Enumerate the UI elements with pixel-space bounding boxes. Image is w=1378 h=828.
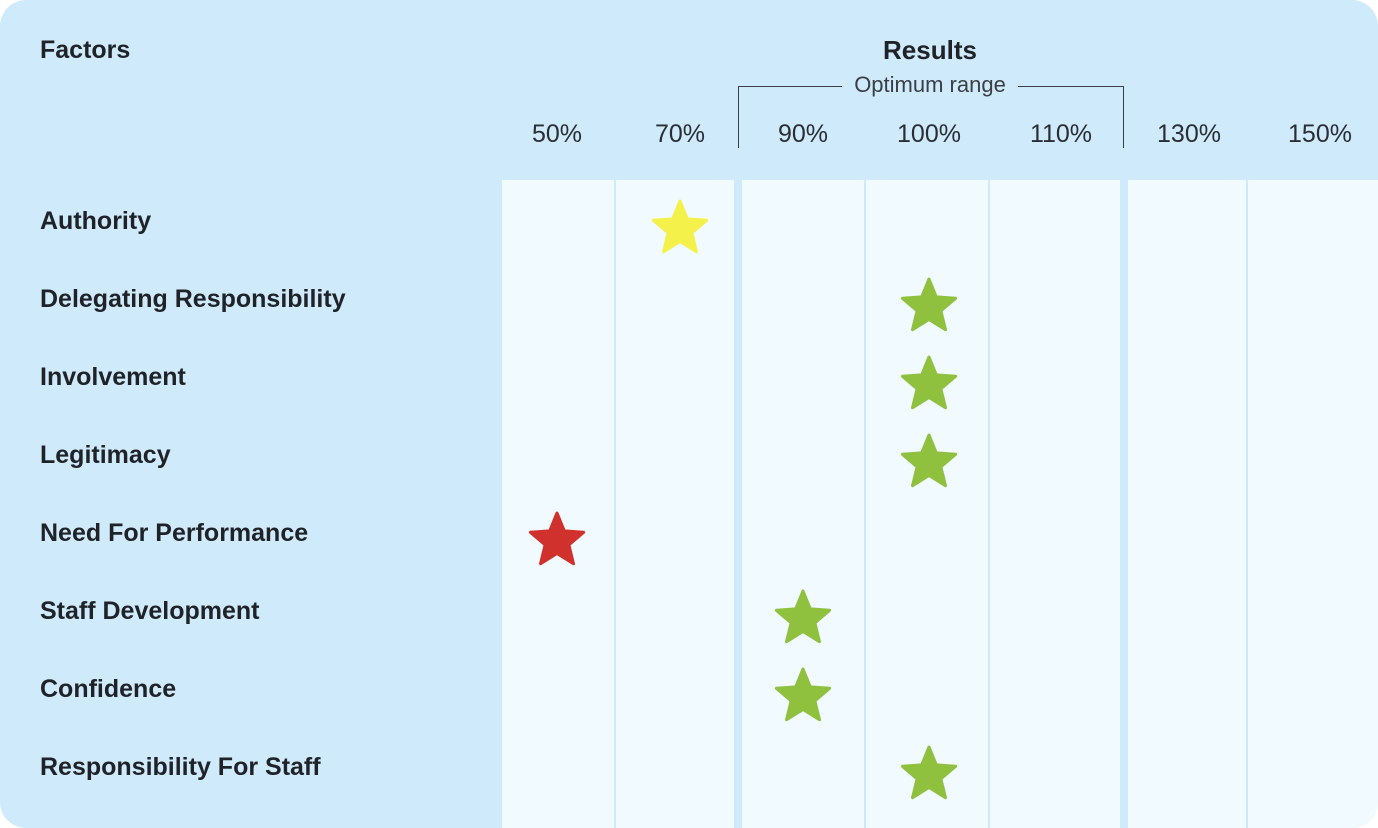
- factor-label-need-for-performance: Need For Performance: [40, 519, 309, 547]
- x-tick-label: 70%: [654, 120, 706, 148]
- factors-header: Factors: [40, 36, 131, 64]
- x-tick-label: 50%: [531, 120, 583, 148]
- x-tick-label: 150%: [1288, 120, 1352, 148]
- star-marker-delegating-responsibility: [900, 277, 958, 332]
- star-marker-authority: [651, 199, 709, 254]
- results-header: Results: [883, 35, 977, 65]
- factor-label-staff-development: Staff Development: [40, 597, 260, 625]
- star-marker-confidence: [774, 667, 832, 722]
- plot-area: [502, 180, 1378, 828]
- x-tick-label: 100%: [897, 120, 961, 148]
- range-boundary-divider: [1120, 180, 1128, 828]
- x-tick-label: 110%: [1029, 120, 1093, 148]
- star-marker-staff-development: [774, 589, 832, 644]
- factor-label-involvement: Involvement: [40, 363, 186, 391]
- star-marker-responsibility-for-staff: [900, 745, 958, 800]
- factor-label-confidence: Confidence: [40, 675, 177, 703]
- column-divider: [864, 180, 866, 828]
- star-marker-need-for-performance: [528, 511, 586, 566]
- column-divider: [1246, 180, 1248, 828]
- factor-label-delegating-responsibility: Delegating Responsibility: [40, 285, 346, 313]
- column-divider: [614, 180, 616, 828]
- star-marker-legitimacy: [900, 433, 958, 488]
- star-marker-involvement: [900, 355, 958, 410]
- factor-label-responsibility-for-staff: Responsibility For Staff: [40, 753, 321, 781]
- factor-label-legitimacy: Legitimacy: [40, 441, 171, 469]
- x-tick-label: 130%: [1157, 120, 1221, 148]
- range-boundary-divider: [734, 180, 742, 828]
- optimum-range-label: Optimum range: [842, 72, 1018, 98]
- column-divider: [988, 180, 990, 828]
- x-tick-label: 90%: [777, 120, 829, 148]
- factor-label-authority: Authority: [40, 207, 152, 235]
